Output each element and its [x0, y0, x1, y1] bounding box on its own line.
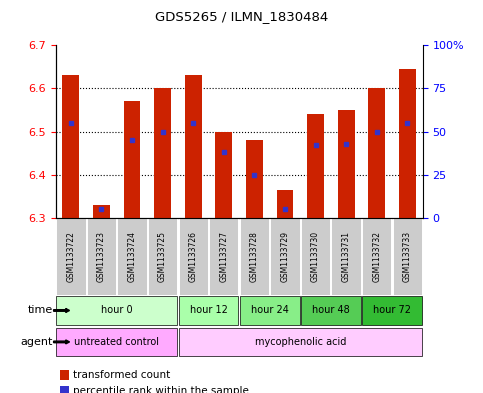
Text: GSM1133730: GSM1133730	[311, 231, 320, 282]
Text: GSM1133728: GSM1133728	[250, 231, 259, 282]
Text: hour 24: hour 24	[251, 305, 289, 316]
Text: GSM1133732: GSM1133732	[372, 231, 381, 282]
Text: GSM1133722: GSM1133722	[66, 231, 75, 282]
Bar	[179, 218, 208, 295]
Text: time: time	[28, 305, 53, 316]
Text: GSM1133724: GSM1133724	[128, 231, 137, 282]
Text: hour 0: hour 0	[101, 305, 132, 316]
Text: untreated control: untreated control	[74, 337, 159, 347]
Bar	[362, 296, 422, 325]
Bar	[179, 296, 239, 325]
Text: GSM1133725: GSM1133725	[158, 231, 167, 282]
Text: GSM1133723: GSM1133723	[97, 231, 106, 282]
Bar	[209, 218, 239, 295]
Bar	[277, 190, 293, 218]
Bar	[246, 140, 263, 218]
Text: GSM1133726: GSM1133726	[189, 231, 198, 282]
Bar	[362, 218, 391, 295]
Bar	[399, 69, 416, 218]
Text: GSM1133727: GSM1133727	[219, 231, 228, 282]
Bar	[307, 114, 324, 218]
Bar	[270, 218, 299, 295]
Bar	[338, 110, 355, 218]
Bar	[56, 328, 177, 356]
Text: GSM1133733: GSM1133733	[403, 231, 412, 282]
Bar	[87, 218, 116, 295]
Bar	[56, 296, 177, 325]
Text: mycophenolic acid: mycophenolic acid	[255, 337, 346, 347]
Bar	[301, 296, 361, 325]
Bar	[56, 218, 85, 295]
Text: percentile rank within the sample: percentile rank within the sample	[73, 386, 249, 393]
Bar	[154, 88, 171, 218]
Bar	[301, 218, 330, 295]
Text: GDS5265 / ILMN_1830484: GDS5265 / ILMN_1830484	[155, 10, 328, 23]
Text: GSM1133731: GSM1133731	[341, 231, 351, 282]
Text: transformed count: transformed count	[73, 370, 170, 380]
Bar	[240, 296, 299, 325]
Text: agent: agent	[21, 337, 53, 347]
Bar	[369, 88, 385, 218]
Bar	[62, 75, 79, 218]
Text: hour 12: hour 12	[189, 305, 227, 316]
Bar	[185, 75, 201, 218]
Bar	[179, 328, 422, 356]
Bar	[93, 205, 110, 218]
Bar	[117, 218, 147, 295]
Text: hour 72: hour 72	[373, 305, 411, 316]
Bar	[331, 218, 361, 295]
Bar	[148, 218, 177, 295]
Bar	[393, 218, 422, 295]
Text: GSM1133729: GSM1133729	[281, 231, 289, 282]
Bar	[240, 218, 269, 295]
Bar	[215, 132, 232, 218]
Text: hour 48: hour 48	[312, 305, 350, 316]
Bar	[124, 101, 141, 218]
